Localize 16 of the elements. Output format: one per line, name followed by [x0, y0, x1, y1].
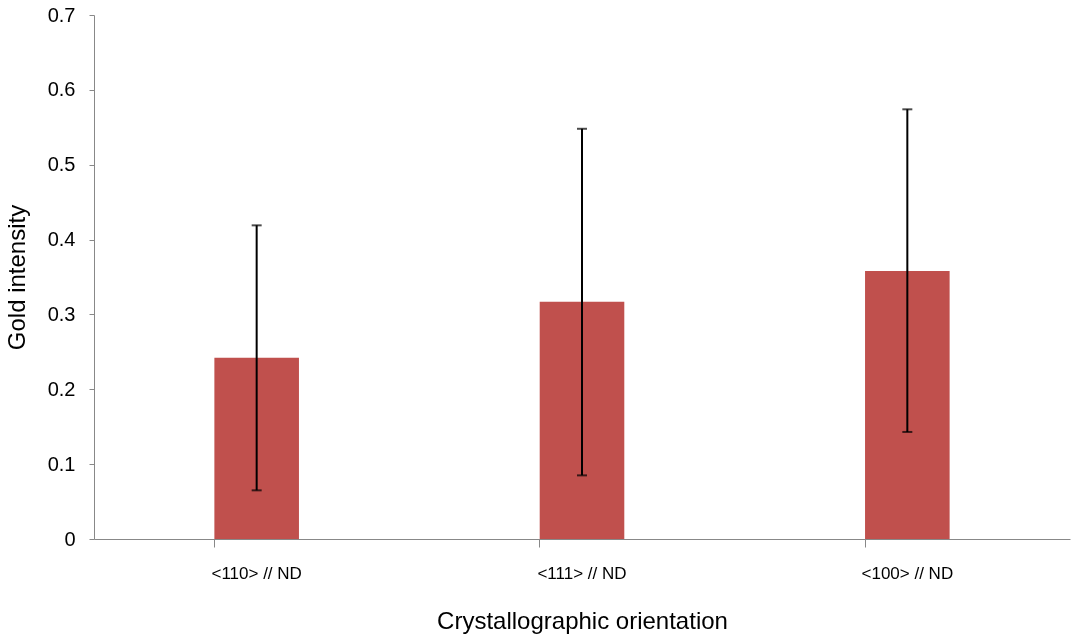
- y-tick-label: 0.4: [47, 228, 76, 251]
- y-axis-title: Gold intensity: [2, 204, 30, 351]
- y-tick-label: 0.2: [47, 377, 76, 400]
- x-tick-label: <100> // ND: [861, 563, 954, 583]
- y-tick-label: 0.6: [47, 78, 76, 101]
- y-tick-label: 0.3: [47, 302, 76, 325]
- bar: [865, 271, 950, 539]
- x-tick-label: <111> // ND: [537, 563, 627, 583]
- y-tick-label: 0.1: [47, 452, 76, 475]
- y-tick-label: 0: [64, 527, 76, 550]
- bar: [539, 301, 625, 539]
- x-axis-title: Crystallographic orientation: [437, 606, 728, 634]
- x-tick-label: <110> // ND: [211, 563, 302, 583]
- bar: [214, 357, 299, 539]
- y-tick-label: 0.7: [47, 3, 76, 26]
- y-tick-label: 0.5: [47, 153, 76, 176]
